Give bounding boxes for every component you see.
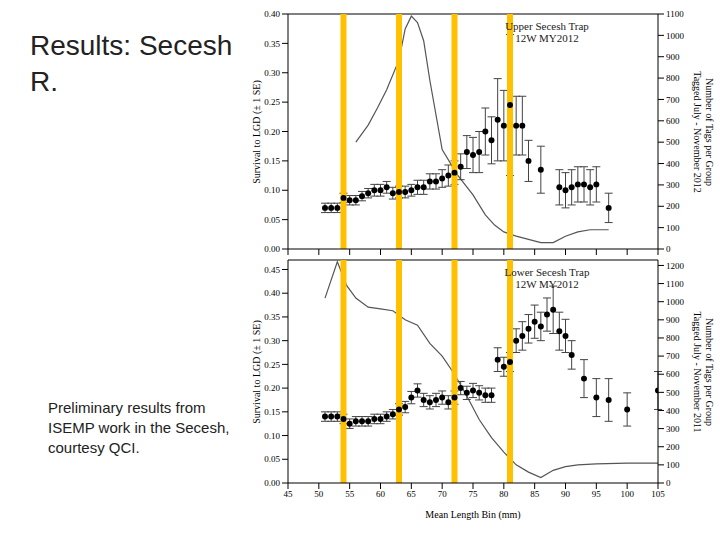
svg-text:200: 200 (666, 442, 680, 452)
svg-text:0.20: 0.20 (264, 127, 280, 137)
svg-text:0.10: 0.10 (264, 431, 280, 441)
svg-text:0.45: 0.45 (264, 265, 280, 275)
svg-text:200: 200 (666, 201, 680, 211)
svg-text:100: 100 (620, 489, 634, 499)
svg-text:300: 300 (666, 424, 680, 434)
svg-text:600: 600 (666, 369, 680, 379)
html-text:Upper Secesh Trap: Upper Secesh Trap (505, 20, 589, 32)
svg-text:0: 0 (666, 244, 671, 254)
svg-text:1100: 1100 (666, 9, 684, 19)
html-text:Survival to LGD (± 1 SE): Survival to LGD (± 1 SE) (250, 79, 261, 184)
html-text:Survival to LGD (± 1 SE): Survival to LGD (± 1 SE) (250, 319, 261, 424)
html-text:12W MY2012: 12W MY2012 (515, 32, 579, 44)
svg-text:0.30: 0.30 (264, 68, 280, 78)
svg-text:400: 400 (666, 159, 680, 169)
svg-text:0.15: 0.15 (264, 156, 280, 166)
svg-text:0.20: 0.20 (264, 383, 280, 393)
svg-text:0.30: 0.30 (264, 336, 280, 346)
svg-text:55: 55 (345, 489, 355, 499)
svg-text:900: 900 (666, 52, 680, 62)
svg-text:400: 400 (666, 406, 680, 416)
svg-text:100: 100 (666, 460, 680, 470)
svg-text:800: 800 (666, 333, 680, 343)
svg-text:1000: 1000 (666, 31, 685, 41)
svg-text:0.40: 0.40 (264, 9, 280, 19)
svg-text:800: 800 (666, 73, 680, 83)
svg-text:0.25: 0.25 (264, 360, 280, 370)
html-text:Preliminary results from ISEMP: Preliminary results from ISEMP work in t… (48, 399, 230, 456)
svg-text:500: 500 (666, 388, 680, 398)
svg-text:1000: 1000 (666, 297, 685, 307)
svg-text:75: 75 (469, 489, 479, 499)
svg-text:500: 500 (666, 137, 680, 147)
html-text:Tagged July - November 2012: Tagged July - November 2012 (691, 70, 702, 193)
svg-text:50: 50 (314, 489, 324, 499)
svg-text:1100: 1100 (666, 279, 684, 289)
html-text:Lower Secesh Trap: Lower Secesh Trap (504, 266, 590, 278)
svg-text:0: 0 (666, 478, 671, 488)
svg-text:900: 900 (666, 315, 680, 325)
svg-text:0.35: 0.35 (264, 39, 280, 49)
svg-text:70: 70 (438, 489, 448, 499)
svg-text:45: 45 (284, 489, 294, 499)
svg-text:300: 300 (666, 180, 680, 190)
html-text:Results: Secesh R.: Results: Secesh R. (30, 30, 233, 97)
svg-text:0.00: 0.00 (264, 244, 280, 254)
svg-text:700: 700 (666, 95, 680, 105)
svg-text:80: 80 (499, 489, 509, 499)
svg-text:105: 105 (651, 489, 665, 499)
html-text:Mean Length Bin (mm): Mean Length Bin (mm) (425, 509, 521, 520)
svg-text:90: 90 (561, 489, 571, 499)
svg-text:0.15: 0.15 (264, 407, 280, 417)
svg-text:0.05: 0.05 (264, 215, 280, 225)
svg-text:85: 85 (530, 489, 540, 499)
html-text:Number of Tags per Group: Number of Tags per Group (703, 317, 714, 426)
html-text:Number of Tags per Group: Number of Tags per Group (703, 77, 714, 186)
html-text:Tagged July - November 2011: Tagged July - November 2011 (691, 310, 702, 433)
svg-text:65: 65 (407, 489, 417, 499)
svg-text:60: 60 (376, 489, 386, 499)
svg-text:1200: 1200 (666, 261, 685, 271)
svg-text:600: 600 (666, 116, 680, 126)
svg-text:0.40: 0.40 (264, 288, 280, 298)
svg-text:95: 95 (592, 489, 602, 499)
svg-text:700: 700 (666, 351, 680, 361)
svg-text:0.10: 0.10 (264, 185, 280, 195)
html-text:12W MY2012: 12W MY2012 (515, 278, 579, 290)
svg-text:0.35: 0.35 (264, 312, 280, 322)
svg-text:0.25: 0.25 (264, 97, 280, 107)
svg-text:0.00: 0.00 (264, 478, 280, 488)
svg-text:0.05: 0.05 (264, 454, 280, 464)
svg-text:100: 100 (666, 223, 680, 233)
